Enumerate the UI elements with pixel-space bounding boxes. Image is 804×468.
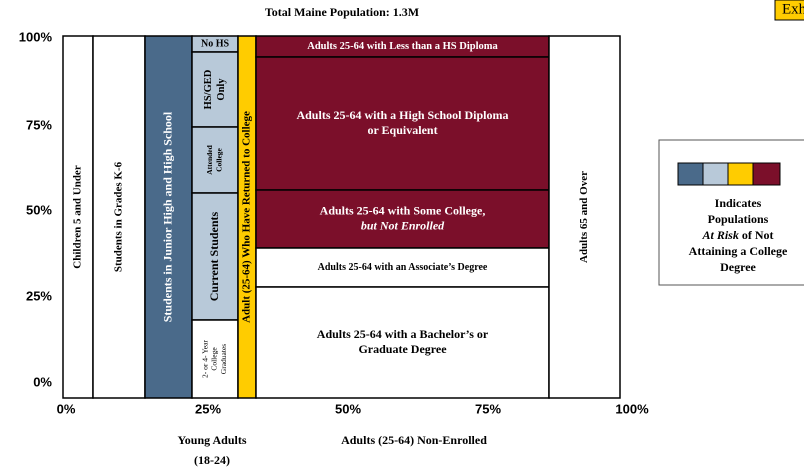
region-label: Students in Junior High and High School [160,111,174,322]
y-tick-label: 75% [26,117,52,132]
y-tick-label: 100% [19,29,53,44]
x-tick-label: 0% [57,401,76,416]
region-label: Current Students [207,211,221,301]
x-tick-label: 75% [475,401,501,416]
x-group-label: Young Adults [177,433,246,447]
legend-text-part: At Risk [701,228,738,242]
x-group-label: Adults (25-64) Non-Enrolled [341,433,487,447]
region-label: Students in Grades K-6 [113,161,125,272]
region [255,247,550,288]
region [255,286,550,399]
region-label: College [214,147,223,171]
region-label: Adults 25-64 with an Associate’s Degree [318,262,488,273]
region [62,35,94,399]
legend-text: Attaining a College [689,244,788,258]
region-label: but Not Enrolled [361,218,445,232]
y-tick-label: 50% [26,202,52,217]
region [548,35,621,399]
legend-text: Populations [708,212,769,226]
legend-swatch [702,162,729,186]
region-label: or Equivalent [367,123,437,137]
legend-text: Indicates [715,196,762,210]
region-label: Graduate Degree [358,342,447,356]
corner-label: Exhi [782,1,804,17]
region-label: Adults 25-64 with a High School Diploma [296,108,508,122]
region-label: No HS [201,38,230,49]
region-label: College [210,347,219,371]
x-group-label: (18-24) [194,453,230,467]
region [255,189,550,249]
chart-title: Total Maine Population: 1.3M [265,5,419,19]
region [144,35,193,399]
region-label: HS/GED [203,69,214,109]
region-label: Adults 65 and Over [578,171,590,263]
legend-text-part: Attaining a College [689,244,788,258]
region-label: Adults 25-64 with Less than a HS Diploma [307,41,498,52]
x-tick-label: 100% [615,401,649,416]
region-label: Adults 25-64 with a Bachelor’s or [317,327,489,341]
region [191,192,239,321]
x-tick-label: 25% [195,401,221,416]
region-label: Graduates [219,344,228,374]
legend-swatch [677,162,704,186]
legend-text: At Risk of Not [701,228,773,242]
y-tick-label: 0% [33,374,52,389]
corner-box [774,0,804,21]
y-tick-label: 25% [26,288,52,303]
legend-text-part: Degree [720,260,756,274]
legend-swatch [752,162,781,186]
legend-text: Degree [720,260,756,274]
region [92,35,146,399]
region-label: Adult (25-64) Who Have Returned to Colle… [241,111,253,323]
region [255,56,550,191]
region-label: Only [216,78,227,101]
legend-text-part: Indicates [715,196,762,210]
region [191,51,239,128]
x-tick-label: 50% [335,401,361,416]
region-label: Attended [205,144,214,174]
region-label: Children 5 and Under [72,165,84,269]
legend-swatch [727,162,754,186]
region-label: 2- or 4- Year [200,340,209,378]
legend-text-part: of Not [739,228,774,242]
region-label: Adults 25-64 with Some College, [320,203,486,217]
legend-text-part: Populations [708,212,769,226]
